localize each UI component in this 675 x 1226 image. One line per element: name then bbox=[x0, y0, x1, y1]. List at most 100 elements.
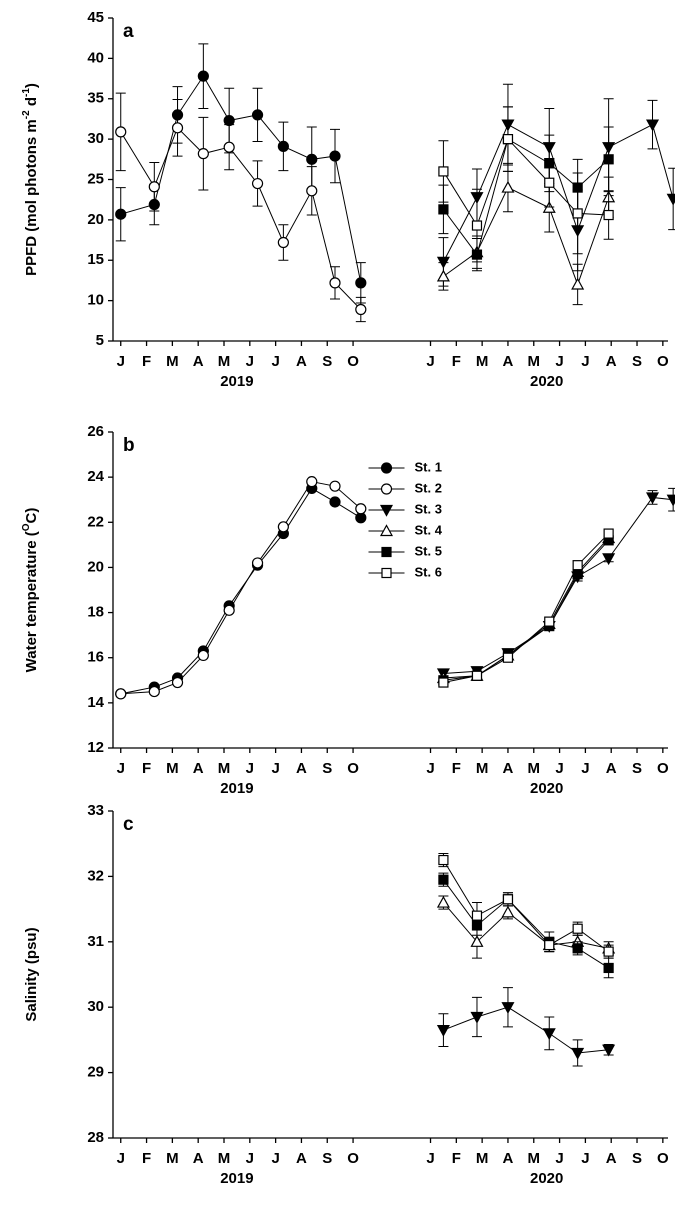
series-line bbox=[443, 186, 610, 286]
x-tick-label: F bbox=[142, 353, 151, 370]
marker bbox=[471, 670, 483, 681]
x-tick-label: M bbox=[476, 353, 489, 370]
marker bbox=[251, 109, 264, 121]
x-tick-label: F bbox=[142, 1150, 151, 1167]
panel-label: a bbox=[123, 21, 134, 42]
series-line bbox=[443, 879, 609, 969]
marker bbox=[197, 148, 209, 160]
x-tick-label: O bbox=[657, 1150, 669, 1167]
x-tick-label: A bbox=[296, 760, 307, 777]
x-tick-label: J bbox=[581, 1150, 589, 1167]
x-tick-label: F bbox=[452, 760, 461, 777]
y-tick-label: 15 bbox=[87, 251, 104, 268]
x-tick-label: M bbox=[166, 760, 179, 777]
marker bbox=[355, 303, 367, 316]
marker bbox=[438, 204, 449, 215]
y-tick-label: 40 bbox=[87, 49, 104, 66]
marker bbox=[251, 177, 264, 190]
series-line bbox=[442, 123, 674, 263]
x-tick-label: M bbox=[218, 353, 231, 370]
marker bbox=[171, 122, 184, 134]
marker bbox=[645, 119, 660, 132]
x-tick-label: J bbox=[426, 1150, 434, 1167]
x-tick-label: J bbox=[246, 353, 254, 370]
y-axis-label-part: ) bbox=[23, 83, 40, 88]
marker bbox=[306, 476, 318, 488]
series-line bbox=[443, 1006, 609, 1054]
x-tick-label: F bbox=[452, 1150, 461, 1167]
series-line bbox=[442, 859, 609, 953]
marker bbox=[502, 134, 514, 145]
x-tick-label: A bbox=[193, 1150, 204, 1167]
x-tick-label: O bbox=[657, 353, 669, 370]
legend-label: St. 6 bbox=[415, 564, 442, 579]
marker bbox=[470, 935, 484, 947]
y-axis-label-part: d bbox=[23, 97, 40, 110]
marker bbox=[306, 153, 318, 165]
y-axis-label: Water temperature (OC) bbox=[21, 508, 40, 673]
legend-marker bbox=[379, 504, 394, 517]
marker bbox=[501, 180, 515, 193]
y-tick-label: 12 bbox=[87, 739, 104, 756]
legend-marker bbox=[380, 483, 393, 495]
marker bbox=[438, 854, 449, 866]
x-tick-label: M bbox=[218, 760, 231, 777]
legend-marker bbox=[379, 524, 394, 537]
x-tick-label: A bbox=[193, 760, 204, 777]
marker bbox=[544, 177, 555, 188]
marker bbox=[223, 114, 235, 127]
y-tick-label: 31 bbox=[87, 933, 104, 950]
legend-label: St. 5 bbox=[415, 543, 442, 558]
y-tick-label: 10 bbox=[87, 292, 104, 309]
x-tick-label: A bbox=[606, 760, 617, 777]
y-tick-label: 24 bbox=[87, 468, 104, 485]
x-tick-label: J bbox=[117, 1150, 125, 1167]
y-tick-label: 29 bbox=[87, 1064, 104, 1081]
marker bbox=[501, 905, 515, 918]
series-line bbox=[443, 138, 609, 256]
y-tick-label: 16 bbox=[87, 649, 104, 666]
marker bbox=[436, 269, 450, 282]
x-tick-label: O bbox=[347, 1150, 359, 1167]
legend-label: St. 2 bbox=[415, 480, 442, 495]
marker bbox=[148, 685, 160, 698]
marker bbox=[501, 1002, 515, 1014]
marker bbox=[148, 181, 160, 193]
legend-marker bbox=[381, 546, 392, 558]
x-tick-label: O bbox=[657, 760, 669, 777]
marker bbox=[571, 277, 585, 290]
marker bbox=[666, 193, 675, 206]
marker bbox=[438, 166, 449, 177]
x-tick-label: F bbox=[142, 760, 151, 777]
y-tick-label: 35 bbox=[87, 90, 104, 107]
x-tick-label: A bbox=[296, 1150, 307, 1167]
y-tick-label: 20 bbox=[87, 558, 104, 575]
legend-marker bbox=[380, 462, 393, 474]
x-tick-label: M bbox=[528, 760, 541, 777]
x-tick-label: O bbox=[347, 760, 359, 777]
y-tick-label: 33 bbox=[87, 802, 104, 819]
marker bbox=[645, 492, 660, 505]
y-tick-label: 45 bbox=[87, 9, 104, 26]
marker bbox=[603, 209, 614, 221]
marker bbox=[277, 236, 289, 249]
y-axis-label-part: -1 bbox=[21, 88, 32, 97]
legend-marker bbox=[381, 567, 392, 579]
x-tick-label: M bbox=[476, 1150, 489, 1167]
x-tick-label: O bbox=[347, 353, 359, 370]
marker bbox=[115, 688, 127, 700]
marker bbox=[544, 616, 555, 627]
x-tick-label: S bbox=[632, 1150, 642, 1167]
series-line bbox=[120, 481, 362, 695]
marker bbox=[502, 652, 514, 663]
y-tick-label: 18 bbox=[87, 604, 104, 621]
marker bbox=[666, 494, 675, 507]
y-tick-label: 14 bbox=[87, 694, 104, 711]
y-tick-label: 32 bbox=[87, 867, 104, 884]
legend-label: St. 4 bbox=[415, 522, 443, 537]
marker bbox=[197, 70, 209, 82]
marker bbox=[329, 277, 341, 289]
x-tick-label: A bbox=[606, 353, 617, 370]
x-tick-label: A bbox=[606, 1150, 617, 1167]
marker bbox=[470, 1011, 484, 1024]
